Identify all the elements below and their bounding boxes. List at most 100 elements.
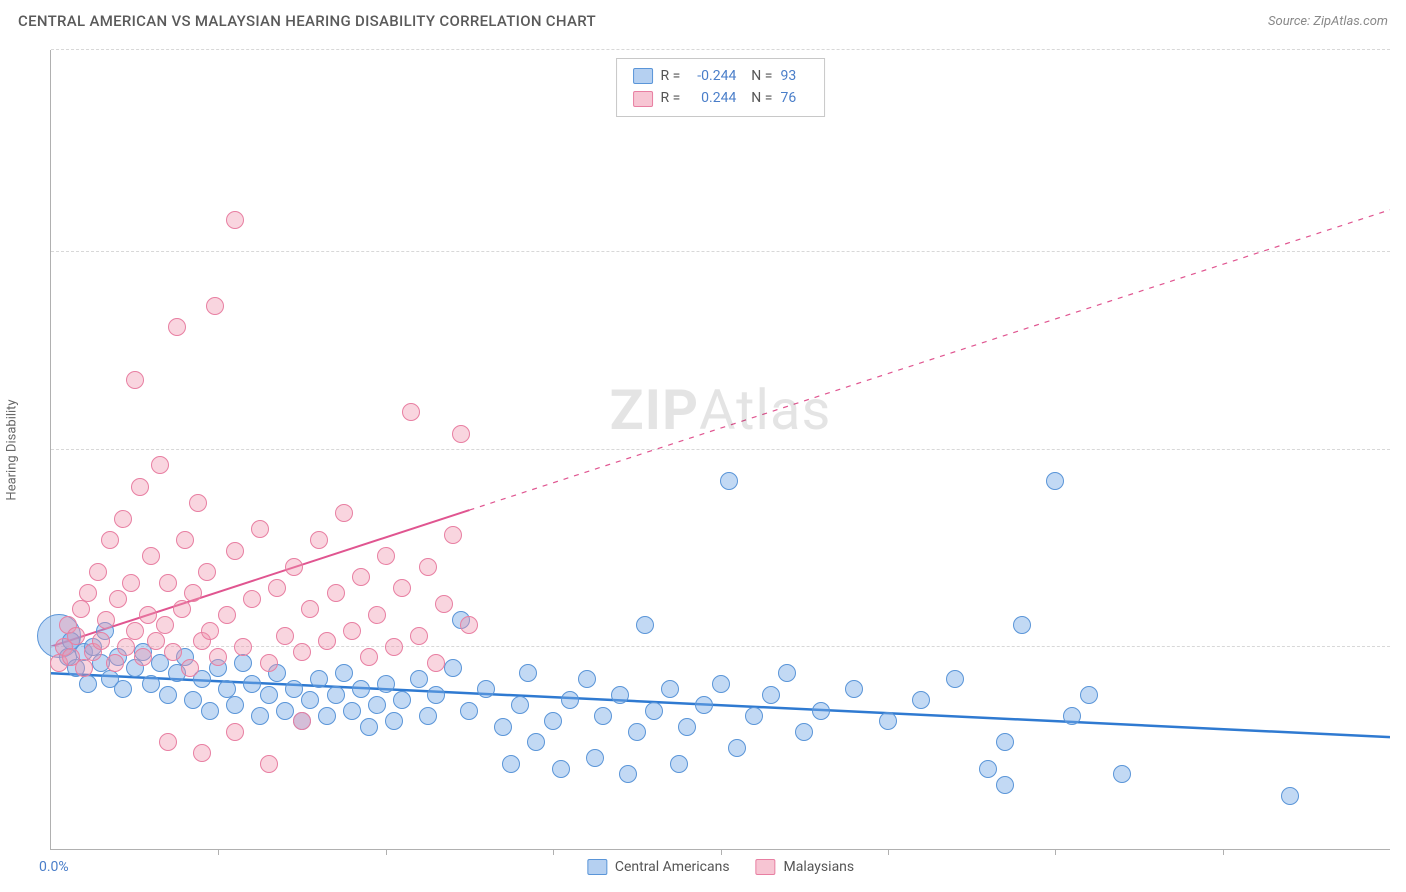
data-point bbox=[226, 542, 244, 560]
data-point bbox=[527, 733, 545, 751]
r-label: R = bbox=[661, 87, 681, 109]
data-point bbox=[745, 707, 763, 725]
data-point bbox=[310, 670, 328, 688]
swatch-icon bbox=[756, 859, 776, 875]
data-point bbox=[193, 744, 211, 762]
plot-region: ZIPAtlas R = -0.244 N = 93 R = 0.244 N =… bbox=[50, 50, 1390, 850]
data-point bbox=[234, 654, 252, 672]
data-point bbox=[552, 760, 570, 778]
series-legend: Central Americans Malaysians bbox=[587, 859, 854, 875]
gridline bbox=[51, 49, 1390, 50]
data-point bbox=[1080, 686, 1098, 704]
data-point bbox=[435, 595, 453, 613]
data-point bbox=[352, 568, 370, 586]
data-point bbox=[561, 691, 579, 709]
data-point bbox=[243, 675, 261, 693]
data-point bbox=[79, 584, 97, 602]
data-point bbox=[327, 686, 345, 704]
data-point bbox=[678, 718, 696, 736]
data-point bbox=[343, 622, 361, 640]
data-point bbox=[335, 664, 353, 682]
data-point bbox=[946, 670, 964, 688]
legend-item-1: Malaysians bbox=[756, 859, 855, 875]
x-tick bbox=[218, 849, 219, 855]
data-point bbox=[159, 686, 177, 704]
data-point bbox=[586, 749, 604, 767]
data-point bbox=[243, 590, 261, 608]
data-point bbox=[318, 707, 336, 725]
data-point bbox=[494, 718, 512, 736]
data-point bbox=[1013, 616, 1031, 634]
data-point bbox=[1046, 472, 1064, 490]
gridline bbox=[51, 449, 1390, 450]
swatch-icon bbox=[633, 91, 653, 107]
data-point bbox=[444, 659, 462, 677]
data-point bbox=[226, 696, 244, 714]
data-point bbox=[139, 606, 157, 624]
data-point bbox=[318, 632, 336, 650]
data-point bbox=[201, 622, 219, 640]
data-point bbox=[285, 680, 303, 698]
data-point bbox=[147, 632, 165, 650]
data-point bbox=[189, 494, 207, 512]
data-point bbox=[126, 622, 144, 640]
data-point bbox=[181, 659, 199, 677]
data-point bbox=[176, 531, 194, 549]
data-point bbox=[460, 702, 478, 720]
legend-item-0: Central Americans bbox=[587, 859, 730, 875]
data-point bbox=[276, 702, 294, 720]
data-point bbox=[1063, 707, 1081, 725]
data-point bbox=[109, 590, 127, 608]
x-tick bbox=[888, 849, 889, 855]
data-point bbox=[845, 680, 863, 698]
chart-title: CENTRAL AMERICAN VS MALAYSIAN HEARING DI… bbox=[18, 12, 596, 30]
data-point bbox=[201, 702, 219, 720]
data-point bbox=[377, 675, 395, 693]
data-point bbox=[134, 648, 152, 666]
data-point bbox=[1281, 787, 1299, 805]
data-point bbox=[142, 675, 160, 693]
data-point bbox=[206, 297, 224, 315]
chart-source: Source: ZipAtlas.com bbox=[1268, 14, 1388, 29]
data-point bbox=[260, 654, 278, 672]
data-point bbox=[578, 670, 596, 688]
data-point bbox=[996, 776, 1014, 794]
data-point bbox=[393, 691, 411, 709]
data-point bbox=[670, 755, 688, 773]
chart-area: Hearing Disability ZIPAtlas R = -0.244 N… bbox=[50, 50, 1390, 850]
data-point bbox=[168, 318, 186, 336]
data-point bbox=[260, 755, 278, 773]
legend-label-0: Central Americans bbox=[615, 859, 730, 875]
data-point bbox=[226, 211, 244, 229]
data-point bbox=[126, 371, 144, 389]
data-point bbox=[393, 579, 411, 597]
data-point bbox=[628, 723, 646, 741]
data-point bbox=[385, 638, 403, 656]
data-point bbox=[410, 627, 428, 645]
data-point bbox=[327, 584, 345, 602]
data-point bbox=[276, 627, 294, 645]
data-point bbox=[619, 765, 637, 783]
data-point bbox=[260, 686, 278, 704]
data-point bbox=[996, 733, 1014, 751]
data-point bbox=[335, 504, 353, 522]
x-min-label: 0.0% bbox=[39, 859, 69, 875]
data-point bbox=[117, 638, 135, 656]
data-point bbox=[385, 712, 403, 730]
data-point bbox=[285, 558, 303, 576]
r-value-1: 0.244 bbox=[688, 87, 736, 109]
data-point bbox=[122, 574, 140, 592]
data-point bbox=[519, 664, 537, 682]
data-point bbox=[67, 627, 85, 645]
data-point bbox=[251, 707, 269, 725]
data-point bbox=[368, 606, 386, 624]
data-point bbox=[912, 691, 930, 709]
swatch-icon bbox=[633, 68, 653, 84]
data-point bbox=[268, 579, 286, 597]
data-point bbox=[360, 718, 378, 736]
data-point bbox=[360, 648, 378, 666]
n-label: N = bbox=[744, 65, 772, 87]
r-value-0: -0.244 bbox=[688, 65, 736, 87]
data-point bbox=[879, 712, 897, 730]
data-point bbox=[301, 600, 319, 618]
